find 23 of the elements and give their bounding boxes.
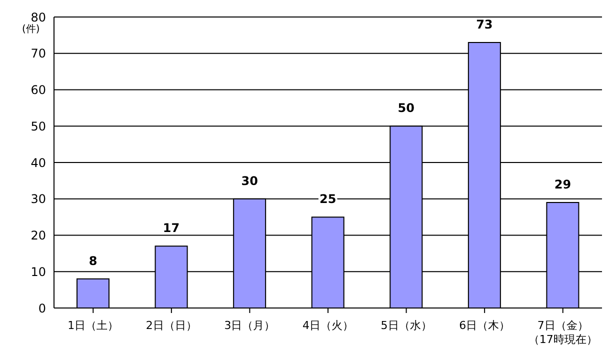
- y-tick-label: 80: [30, 10, 46, 24]
- y-tick-label: 50: [30, 119, 46, 134]
- y-tick-label: 10: [30, 264, 46, 279]
- data-label: 29: [554, 178, 572, 192]
- y-tick-label: 0: [38, 301, 46, 316]
- data-label: 30: [241, 174, 258, 188]
- y-tick-label: 20: [30, 228, 46, 243]
- data-label: 50: [398, 101, 414, 116]
- data-label: 17: [162, 221, 180, 236]
- data-label: 73: [476, 17, 493, 32]
- x-tick-label: 2日（日）: [146, 319, 197, 332]
- x-tick-label: 6日（木）: [459, 319, 510, 332]
- x-tick-label: 5日（水）: [380, 319, 432, 332]
- data-label: 8: [88, 254, 98, 268]
- y-tick-label: 60: [30, 83, 46, 98]
- y-tick-label: 30: [30, 192, 46, 206]
- y-axis-title: (件): [22, 23, 40, 36]
- x-tick-label: 3日（月）: [224, 319, 276, 332]
- x-tick-label: 1日（土）: [68, 319, 119, 332]
- y-tick-label: 40: [30, 156, 46, 170]
- x-tick-label: 4日（火）: [302, 319, 354, 332]
- x-tick-label: 7日（金）（17時現在）: [528, 319, 598, 346]
- y-tick-label: 70: [30, 46, 46, 61]
